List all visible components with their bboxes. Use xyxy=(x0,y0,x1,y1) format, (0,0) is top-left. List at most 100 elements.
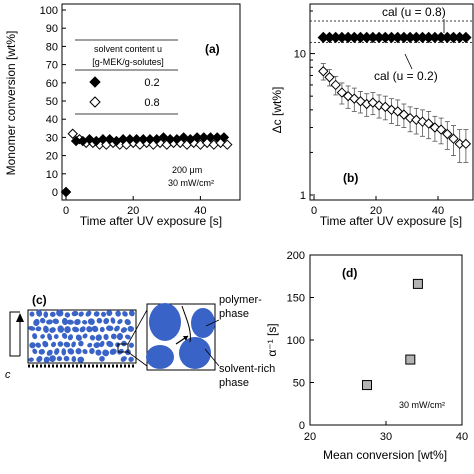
concentration-axis xyxy=(9,311,24,357)
polymer-domain xyxy=(36,356,43,363)
data-point-open-diamond xyxy=(318,66,329,77)
data-point-open-diamond xyxy=(330,79,341,91)
y-tick-label: 10 xyxy=(294,49,306,61)
polymer-domain xyxy=(52,318,59,325)
data-point-square xyxy=(405,354,416,365)
data-point-open-diamond xyxy=(386,104,397,116)
polymer-domain xyxy=(47,333,53,341)
polymer-domain xyxy=(120,356,127,362)
solvent-phase-label-line-1: solvent-rich xyxy=(219,363,275,375)
polymer-domain xyxy=(116,333,124,341)
polymer-domain xyxy=(49,327,56,333)
polymer-domain xyxy=(61,332,68,339)
panel-b-x-axis-label: Time after UV exposure [s] xyxy=(320,214,462,228)
polymer-domain xyxy=(32,333,38,340)
polymer-domain xyxy=(128,342,134,348)
polymer-domain xyxy=(87,318,95,325)
legend-title-line-2: [g-MEK/g-solutes] xyxy=(92,57,164,67)
panel-a-x-axis-label: Time after UV exposure [s] xyxy=(80,214,222,228)
x-tick-label: 20 xyxy=(304,431,316,443)
polymer-domain xyxy=(71,356,77,363)
polymer-domain xyxy=(127,325,135,332)
polymer-domain xyxy=(49,311,56,317)
y-tick-label: 90 xyxy=(46,23,58,35)
panel-a-y-axis-label: Monomer conversion [wt%] xyxy=(4,31,18,176)
x-tick-label: 40 xyxy=(432,205,444,217)
polymer-domain xyxy=(129,310,135,317)
panel-d-x-ticks: 20 30 40 xyxy=(304,421,468,443)
legend-entry-2-label: 0.8 xyxy=(144,97,159,109)
panel-a-label: (a) xyxy=(205,42,220,56)
panel-a: 0 10 20 30 40 50 60 70 80 90 100 0 20 40 (a) Time af… xyxy=(4,3,241,228)
y-tick-label: 10 xyxy=(46,169,58,181)
legend-open-diamond-marker xyxy=(89,96,101,108)
polymer-domain xyxy=(72,326,80,333)
data-point-open-diamond xyxy=(460,138,472,150)
panel-b: 1 10 0 20 40 (b) Time after UV exposure [s]… xyxy=(270,3,474,228)
polymer-domain xyxy=(43,311,49,318)
panel-a-legend: solvent content u [g-MEK/g-solutes] 0.2 … xyxy=(75,39,178,115)
data-point-filled-diamond xyxy=(144,134,156,145)
y-tick-label: 70 xyxy=(46,60,58,72)
x-tick-label: 20 xyxy=(127,205,139,217)
polymer-domain xyxy=(101,311,106,317)
panel-a-y-ticks: 0 10 20 30 40 50 60 70 80 90 100 xyxy=(40,5,66,199)
polymer-domain xyxy=(114,325,120,332)
x-tick-label: 20 xyxy=(370,205,382,217)
y-tick-label: 30 xyxy=(46,132,58,144)
y-tick-label: 100 xyxy=(40,5,58,17)
data-point-filled-diamond xyxy=(70,135,82,147)
y-tick-label: 1 xyxy=(300,190,306,202)
polymer-domain xyxy=(89,347,95,355)
panel-b-label: (b) xyxy=(343,171,358,185)
data-point-filled-diamond xyxy=(124,134,136,145)
y-tick-label: 150 xyxy=(287,293,305,305)
polymer-domain xyxy=(79,326,86,333)
polymer-domain xyxy=(67,334,74,341)
polymer-domain xyxy=(29,342,36,349)
data-point-open-diamond xyxy=(324,72,335,83)
polymer-domain xyxy=(36,309,43,317)
polymer-domain xyxy=(28,357,34,362)
data-point-open-diamond xyxy=(392,106,403,117)
film-morphology xyxy=(27,309,148,368)
polymer-domain xyxy=(99,340,105,348)
polymer-phase-label-line-2: phase xyxy=(219,308,249,320)
data-point-filled-diamond xyxy=(164,134,176,145)
polymer-domain xyxy=(82,319,88,325)
data-point-filled-diamond xyxy=(60,186,72,198)
polymer-domain xyxy=(87,342,93,348)
zoom-box xyxy=(117,343,129,353)
polymer-domain xyxy=(42,340,49,348)
polymer-domain xyxy=(78,340,84,347)
polymer-domain xyxy=(66,319,74,325)
polymer-domain xyxy=(61,348,67,356)
y-tick-label: 50 xyxy=(293,378,305,390)
data-point-open-diamond xyxy=(336,87,348,98)
data-point-filled-diamond xyxy=(191,132,203,143)
polymer-domain xyxy=(61,317,68,326)
y-tick-label: 50 xyxy=(46,96,58,108)
legend-entry-1-label: 0.2 xyxy=(144,77,159,89)
polymer-domain xyxy=(46,349,53,356)
data-point-open-diamond xyxy=(355,96,366,107)
polymer-domain xyxy=(39,317,46,324)
cal-u-02-leader xyxy=(404,53,413,70)
polymer-domain xyxy=(33,318,40,326)
polymer-domain xyxy=(53,334,59,339)
panel-a-frame xyxy=(61,3,241,201)
polymer-domain xyxy=(57,325,65,333)
data-point-open-diamond xyxy=(435,124,447,135)
polymer-domain xyxy=(120,327,128,333)
polymer-domain xyxy=(77,356,85,363)
panel-b-y-axis-label: Δc [wt%] xyxy=(270,87,284,134)
polymer-domain xyxy=(82,333,88,339)
polymer-domain xyxy=(63,355,70,362)
data-point-filled-diamond xyxy=(97,134,109,145)
polymer-domain xyxy=(103,317,110,325)
polymer-domain xyxy=(43,356,50,364)
y-tick-label: 100 xyxy=(287,335,305,347)
data-point-open-diamond xyxy=(448,133,459,144)
panel-d-intensity-note: 30 mW/cm² xyxy=(399,400,445,410)
